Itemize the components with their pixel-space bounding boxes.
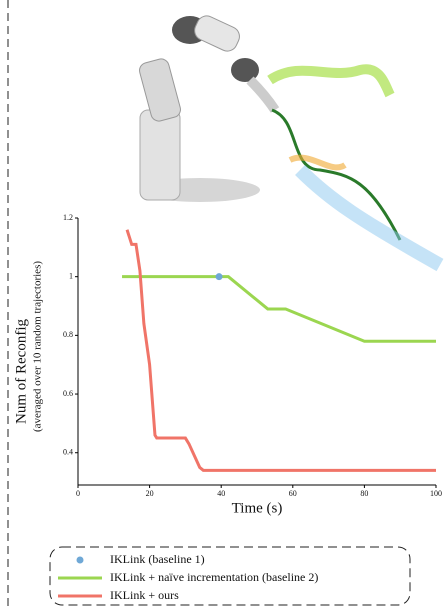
legend-box bbox=[49, 546, 411, 606]
x-axis-label: Time (s) bbox=[232, 500, 283, 516]
series-line bbox=[125, 229, 436, 472]
y-tick-label: 0.8 bbox=[63, 330, 73, 339]
legend-label: IKLink + naïve incrementation (baseline … bbox=[110, 570, 318, 584]
legend-label: IKLink (baseline 1) bbox=[110, 552, 205, 566]
x-tick-label: 40 bbox=[217, 489, 225, 498]
x-tick-label: 100 bbox=[430, 489, 442, 498]
y-tick-label: 0.6 bbox=[63, 389, 73, 398]
x-tick-label: 80 bbox=[360, 489, 368, 498]
legend-label: IKLink + ours bbox=[110, 588, 179, 602]
y-axis-label: Num of Reconfig bbox=[13, 319, 29, 424]
robot-illustration bbox=[139, 15, 444, 272]
legend-marker bbox=[76, 556, 84, 564]
series-line bbox=[122, 275, 436, 343]
legend: IKLink (baseline 1) IKLink + naïve increm… bbox=[49, 546, 411, 606]
y-axis-sublabel: (averaged over 10 random trajectories) bbox=[32, 261, 44, 432]
x-tick-label: 60 bbox=[289, 489, 297, 498]
data-point bbox=[215, 273, 223, 281]
y-tick-label: 1.2 bbox=[63, 213, 73, 222]
x-tick-label: 20 bbox=[146, 489, 154, 498]
x-tick-label: 0 bbox=[76, 489, 80, 498]
y-tick-label: 1 bbox=[69, 272, 73, 281]
y-tick-label: 0.4 bbox=[63, 448, 73, 457]
